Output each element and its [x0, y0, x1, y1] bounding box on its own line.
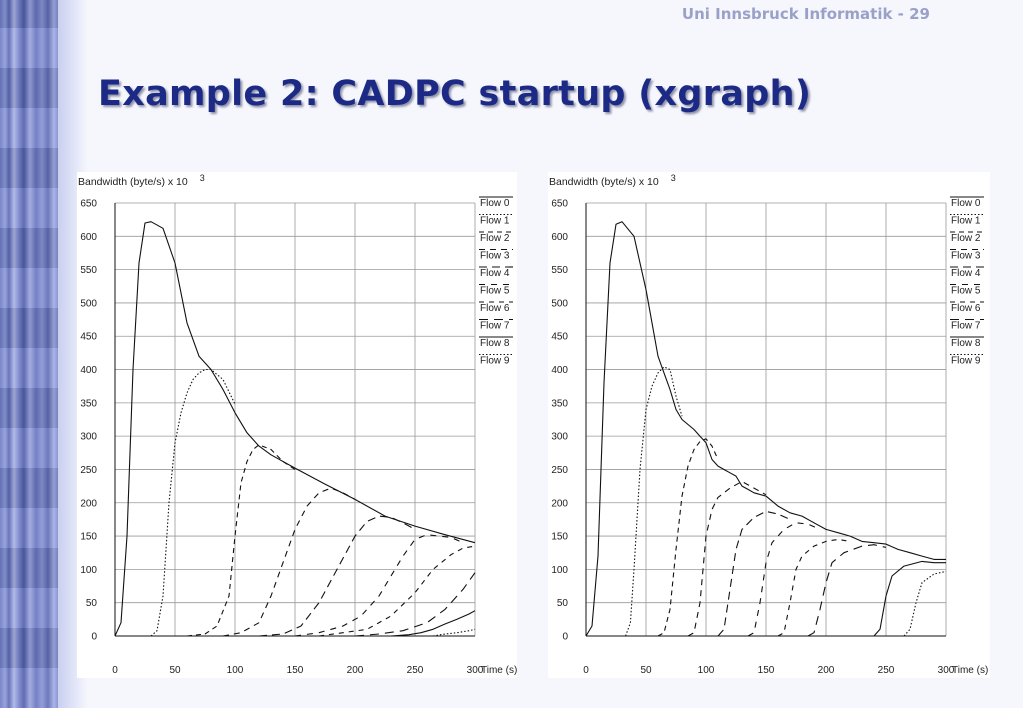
y-tick-label: 300 [80, 432, 97, 443]
series-line-flow-3 [687, 480, 767, 637]
x-tick-label: 250 [407, 665, 424, 676]
series-line-flow-9 [903, 570, 947, 637]
legend-label-flow-6: Flow 6 [480, 303, 510, 314]
y-tick-label: 500 [80, 298, 97, 309]
y-tick-label: 300 [551, 432, 568, 443]
chart-panel-left: 0 50 100 150 200 250 300 350 400 450 500 550 600 650 0… [77, 172, 517, 678]
series-line-flow-3 [222, 487, 356, 637]
series-line-flow-7 [807, 544, 887, 637]
y-axis-label: Bandwidth (byte/s) x 10 [78, 176, 188, 188]
legend-label-flow-5: Flow 5 [951, 286, 981, 297]
y-tick-label: 0 [562, 632, 568, 643]
y-tick-label: 200 [80, 498, 97, 509]
legend-label-flow-9: Flow 9 [480, 356, 510, 367]
y-tick-label: 350 [551, 398, 568, 409]
series-line-flow-6 [777, 538, 851, 637]
y-tick-label: 550 [551, 265, 568, 276]
x-axis-label: Time (s) [481, 665, 517, 676]
x-tick-label: 50 [640, 665, 652, 676]
x-tick-label: 50 [169, 665, 181, 676]
x-tick-label: 300 [938, 665, 955, 676]
series-line-flow-0 [585, 221, 946, 637]
y-tick-label: 100 [551, 565, 568, 576]
y-tick-label: 550 [80, 265, 97, 276]
slide-reference: Uni Innsbruck Informatik - 29 [681, 5, 930, 23]
y-tick-label: 50 [557, 598, 569, 609]
series-line-flow-8 [390, 610, 476, 637]
series-line-flow-7 [354, 572, 476, 637]
y-tick-label: 400 [80, 365, 97, 376]
x-tick-label: 100 [227, 665, 244, 676]
chart-panel-right: 0 50 100 150 200 250 300 350 400 450 500 550 600 650 0… [548, 172, 990, 678]
legend-label-flow-7: Flow 7 [480, 321, 510, 332]
series-line-flow-4 [717, 510, 791, 637]
series-line-flow-6 [318, 545, 476, 637]
legend-label-flow-3: Flow 3 [951, 251, 981, 262]
series-line-flow-5 [747, 522, 821, 637]
legend-label-flow-1: Flow 1 [951, 216, 981, 227]
y-tick-label: 100 [80, 565, 97, 576]
y-tick-label: 250 [551, 465, 568, 476]
y-tick-label: 200 [551, 498, 568, 509]
y-tick-label: 50 [86, 598, 98, 609]
series-line-flow-9 [432, 628, 476, 637]
series-line-flow-2 [657, 438, 719, 637]
legend-label-flow-1: Flow 1 [480, 216, 510, 227]
x-tick-label: 0 [112, 665, 118, 676]
legend-label-flow-8: Flow 8 [480, 338, 510, 349]
x-tick-label: 150 [287, 665, 304, 676]
legend-label-flow-5: Flow 5 [480, 286, 510, 297]
y-tick-label: 400 [551, 365, 568, 376]
y-tick-label: 150 [551, 532, 568, 543]
x-tick-label: 200 [818, 665, 835, 676]
x-tick-label: 100 [698, 665, 715, 676]
legend-label-flow-0: Flow 0 [951, 198, 981, 209]
legend-label-flow-4: Flow 4 [951, 268, 981, 279]
y-tick-label: 650 [551, 199, 568, 210]
legend-label-flow-6: Flow 6 [951, 303, 981, 314]
legend-label-flow-8: Flow 8 [951, 338, 981, 349]
series-line-flow-8 [873, 560, 946, 637]
series-line-flow-2 [186, 444, 296, 637]
y-tick-label: 650 [80, 199, 97, 210]
decorative-side-strip [0, 0, 58, 708]
legend-label-flow-0: Flow 0 [480, 198, 510, 209]
y-tick-label: 500 [551, 298, 568, 309]
y-tick-label: 600 [551, 232, 568, 243]
y-tick-label: 600 [80, 232, 97, 243]
x-axis-label: Time (s) [952, 665, 988, 676]
legend-label-flow-2: Flow 2 [951, 233, 981, 244]
y-axis-label-exponent: 3 [671, 173, 676, 183]
legend-label-flow-3: Flow 3 [480, 251, 510, 262]
bandwidth-chart-left: 0501001502002503003504004505005506006500… [78, 173, 517, 676]
series-line-flow-1 [150, 368, 236, 637]
series-line-flow-4 [258, 515, 416, 637]
legend-label-flow-4: Flow 4 [480, 268, 510, 279]
legend-label-flow-7: Flow 7 [951, 321, 981, 332]
bandwidth-chart-right: 0501001502002503003504004505005506006500… [549, 173, 988, 676]
legend-label-flow-9: Flow 9 [951, 356, 981, 367]
x-tick-label: 300 [467, 665, 484, 676]
y-axis-label: Bandwidth (byte/s) x 10 [549, 176, 659, 188]
y-tick-label: 0 [91, 632, 97, 643]
x-tick-label: 0 [583, 665, 589, 676]
y-tick-label: 450 [551, 332, 568, 343]
y-tick-label: 350 [80, 398, 97, 409]
y-axis-label-exponent: 3 [200, 173, 205, 183]
series-line-flow-5 [294, 534, 464, 637]
x-tick-label: 250 [878, 665, 895, 676]
y-tick-label: 250 [80, 465, 97, 476]
slide-title: Example 2: CADPC startup (xgraph) [98, 74, 812, 114]
y-tick-label: 150 [80, 532, 97, 543]
y-tick-label: 450 [80, 332, 97, 343]
legend-label-flow-2: Flow 2 [480, 233, 510, 244]
series-line-flow-1 [625, 366, 683, 637]
series-line-flow-0 [114, 221, 476, 637]
x-tick-label: 200 [347, 665, 364, 676]
x-tick-label: 150 [758, 665, 775, 676]
